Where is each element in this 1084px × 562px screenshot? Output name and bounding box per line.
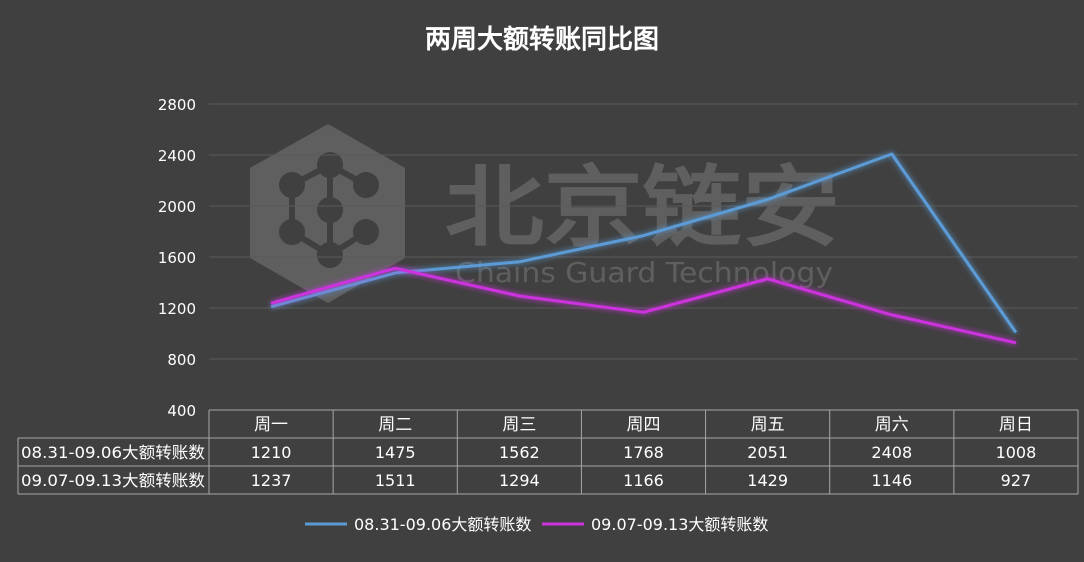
x-category-label: 周三 bbox=[502, 415, 536, 435]
data-label: 1210 bbox=[251, 443, 292, 462]
data-label: 2051 bbox=[747, 443, 788, 462]
y-tick-label: 1600 bbox=[158, 249, 196, 267]
x-category-label: 周二 bbox=[378, 415, 412, 435]
x-category-label: 周五 bbox=[751, 415, 785, 435]
y-axis: 400 800 1200 1600 2000 2400 2800 bbox=[158, 96, 196, 420]
x-category-label: 周日 bbox=[999, 415, 1033, 435]
y-tick-label: 2400 bbox=[158, 147, 196, 165]
legend: 08.31-09.06大额转账数 09.07-09.13大额转账数 bbox=[305, 515, 768, 534]
gridlines bbox=[209, 103, 1078, 360]
y-tick-label: 1200 bbox=[158, 300, 196, 318]
watermark-logo-icon bbox=[250, 124, 405, 303]
data-label: 1511 bbox=[375, 471, 416, 490]
x-category-label: 周四 bbox=[627, 415, 661, 435]
table-row-label: 09.07-09.13大额转账数 bbox=[21, 471, 205, 490]
y-tick-label: 2800 bbox=[158, 96, 196, 114]
table-row-label: 08.31-09.06大额转账数 bbox=[21, 443, 205, 462]
series-lines bbox=[270, 152, 1018, 345]
data-label: 1294 bbox=[499, 471, 540, 490]
data-label: 1475 bbox=[375, 443, 416, 462]
x-category-label: 周一 bbox=[254, 415, 288, 435]
series-line-1 bbox=[270, 152, 1018, 334]
legend-label-1: 08.31-09.06大额转账数 bbox=[354, 515, 531, 534]
chart-title: 两周大额转账同比图 bbox=[425, 25, 659, 55]
data-label: 1237 bbox=[251, 471, 292, 490]
data-label: 1008 bbox=[996, 443, 1037, 462]
watermark-logo-nodes-icon bbox=[279, 152, 379, 268]
data-label: 1562 bbox=[499, 443, 540, 462]
watermark-text-en: Chains Guard Technology bbox=[455, 256, 833, 289]
y-tick-label: 800 bbox=[167, 351, 196, 369]
data-label: 1768 bbox=[623, 443, 664, 462]
series-line-2 bbox=[270, 266, 1017, 345]
legend-label-2: 09.07-09.13大额转账数 bbox=[591, 515, 768, 534]
x-category-label: 周六 bbox=[875, 415, 909, 435]
y-tick-label: 400 bbox=[167, 402, 196, 420]
data-label: 1166 bbox=[623, 471, 664, 490]
data-label: 1146 bbox=[871, 471, 912, 490]
y-tick-label: 2000 bbox=[158, 198, 196, 216]
data-label: 927 bbox=[1001, 471, 1032, 490]
data-label: 1429 bbox=[747, 471, 788, 490]
watermark: 北京链安 Chains Guard Technology bbox=[250, 124, 840, 303]
data-table: 周一 周二 周三 周四 周五 周六 周日 08.31-09.06大额转账数 1210 1475 15… bbox=[17, 409, 1079, 495]
watermark-text-cn: 北京链安 bbox=[445, 156, 840, 259]
data-label: 2408 bbox=[871, 443, 912, 462]
